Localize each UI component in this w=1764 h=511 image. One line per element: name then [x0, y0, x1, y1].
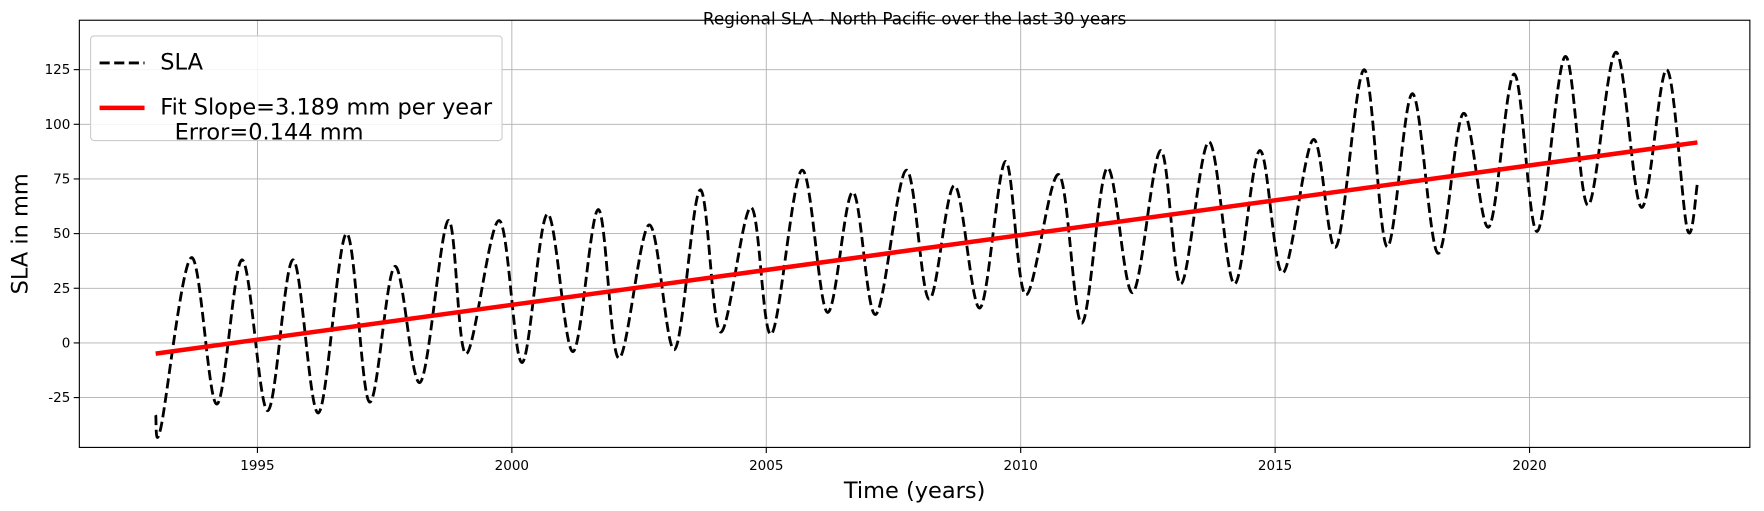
legend-entry: Fit Slope=3.189 mm per year Error=0.144 …: [160, 94, 493, 146]
x-tick-label: 2015: [1258, 458, 1292, 474]
legend-label: Fit Slope=3.189 mm per year Error=0.144 …: [160, 94, 493, 146]
x-tick-label: 1995: [240, 458, 274, 474]
x-tick-label: 2020: [1512, 458, 1546, 474]
x-tick-label: 2005: [749, 458, 783, 474]
legend-label: SLA: [160, 49, 203, 76]
x-tick-label: 2000: [495, 458, 529, 474]
y-tick-label: -25: [48, 390, 70, 406]
y-tick-label: 100: [45, 117, 71, 133]
legend-entry: SLA: [160, 49, 203, 76]
line-series: [155, 140, 1698, 356]
legend: SLA Fit Slope=3.189 mm per year Error=0.1…: [90, 35, 503, 146]
y-tick-label: 25: [53, 281, 70, 297]
y-tick-label: 75: [53, 171, 70, 187]
plot-frame: [78, 19, 1751, 448]
y-tick-label: 50: [53, 226, 70, 242]
y-tick-label: 0: [62, 335, 71, 351]
y-tick-label: 125: [45, 62, 71, 78]
x-axis-label: Time (years): [843, 478, 986, 504]
x-tick-label: 2010: [1004, 458, 1038, 474]
line-series: [154, 50, 1699, 439]
y-axis-label: SLA in mm: [8, 173, 34, 294]
legend-box: [90, 35, 503, 142]
